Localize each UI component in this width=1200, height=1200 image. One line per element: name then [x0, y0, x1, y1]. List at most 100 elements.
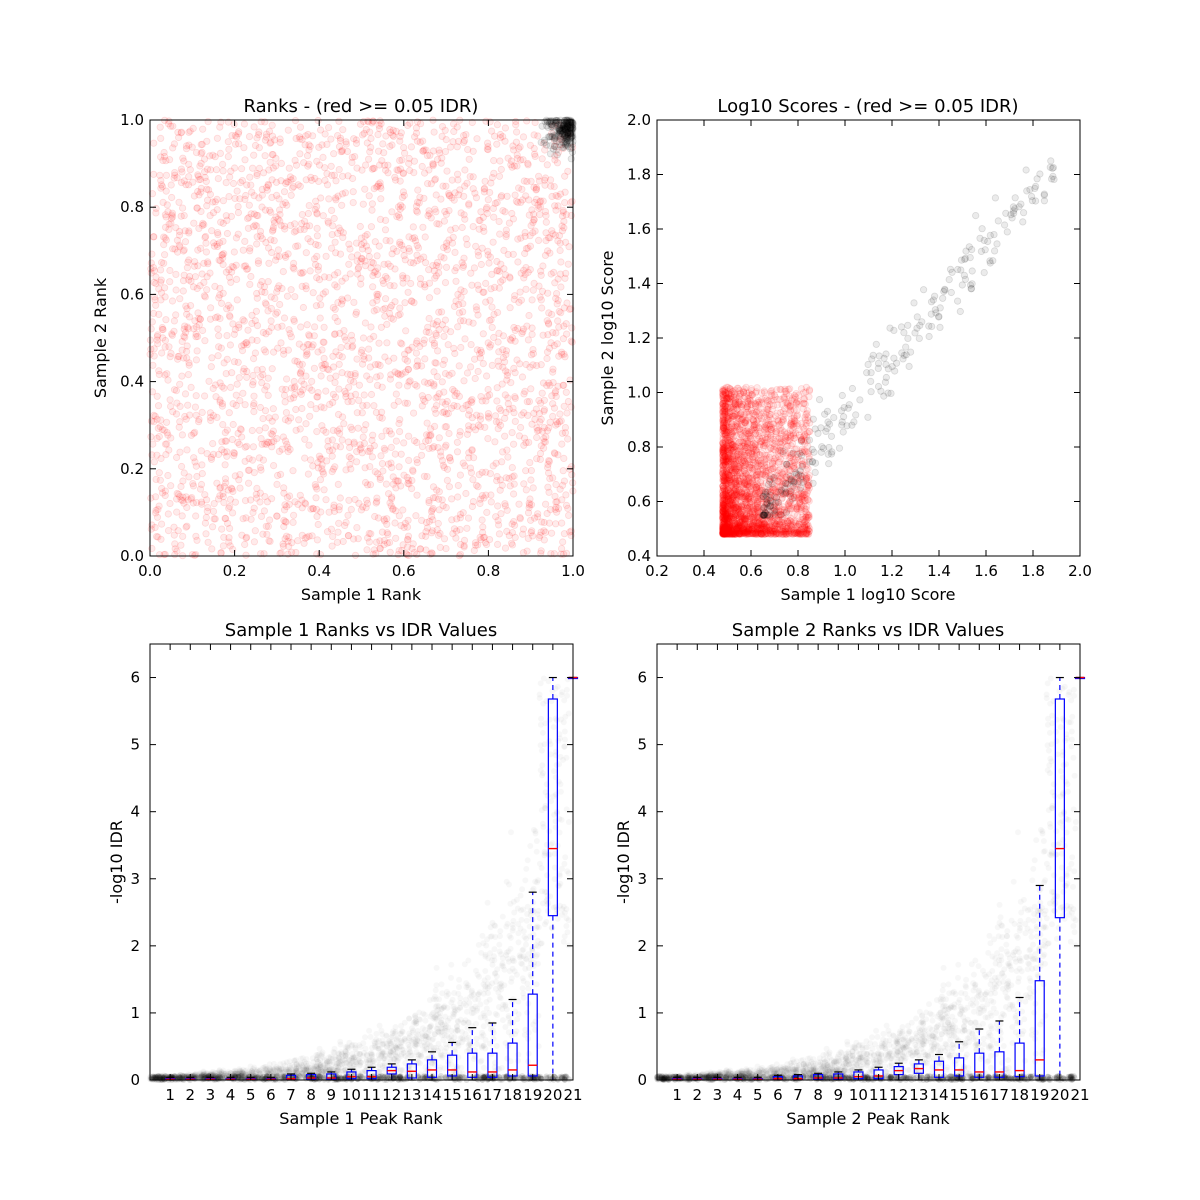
panel-ranks-point-red	[344, 511, 352, 519]
panel-ranks-point-red	[290, 384, 298, 392]
panel-ranks-point-red	[162, 316, 170, 324]
panel-ranks-point-red	[381, 295, 390, 303]
panel-ranks-point-red	[262, 440, 271, 448]
panel-ranks-point-red	[472, 541, 480, 549]
panel-ranks-point-red	[529, 349, 538, 358]
panel-ranks-point-red	[423, 524, 431, 532]
panel-ranks-point-red	[223, 331, 231, 340]
panel-ranks-point-red	[331, 305, 339, 313]
panel-ranks-point-red	[231, 140, 240, 148]
panel-ranks-point-red	[359, 117, 368, 126]
panel-ranks-point-red	[352, 136, 360, 144]
panel-ranks-point-red	[416, 545, 424, 553]
panel-ranks-point-red	[355, 396, 363, 404]
panel-ranks-point-red	[168, 330, 176, 338]
panel-ranks-xlabel: Sample 1 Rank	[301, 585, 422, 604]
panel-ranks-point-red	[281, 398, 289, 406]
panel-ranks-point-red	[270, 216, 278, 224]
panel-ranks-point-red	[451, 189, 459, 197]
panel-ranks-point-red	[442, 210, 450, 218]
panel-ranks-point-red	[349, 188, 357, 196]
panel-ranks-point-red	[218, 525, 226, 533]
panel-ranks-point-red	[315, 143, 323, 151]
panel-ranks-point-red	[251, 141, 260, 150]
panel-ranks-point-red	[456, 317, 465, 325]
panel-ranks-point-red	[212, 166, 221, 174]
panel-ranks-point-red	[457, 209, 465, 217]
panel-ranks-point-red	[562, 491, 570, 499]
panel-ranks-point-red	[336, 443, 345, 451]
panel-ranks-point-red	[416, 280, 425, 288]
panel-ranks-point-red	[477, 260, 485, 269]
panel-ranks-point-red	[505, 405, 513, 413]
panel-ranks-point-red	[559, 208, 567, 216]
panel-ranks-point-red	[486, 296, 494, 304]
panel-ranks-point-red	[275, 195, 283, 203]
panel-ranks-point-red	[346, 370, 355, 379]
panel-ranks-point-red	[201, 233, 209, 242]
panel-ranks-point-red	[168, 297, 177, 305]
panel-ranks-point-red	[396, 339, 405, 347]
panel-ranks-point-red	[510, 162, 519, 170]
panel-ranks-point-red	[525, 311, 533, 320]
panel-ranks-point-red	[319, 212, 327, 220]
panel-ranks-point-red	[170, 317, 178, 325]
panel-ranks-point-red	[372, 538, 381, 546]
panel-ranks-point-red	[239, 246, 247, 254]
panel-ranks-point-red	[325, 447, 334, 455]
panel-ranks-point-red	[511, 394, 519, 402]
panel-ranks-point-red	[202, 530, 210, 538]
panel-ranks-point-red	[229, 179, 238, 188]
panel-ranks-point-red	[287, 414, 295, 422]
panel-ranks-point-red	[540, 396, 549, 404]
panel-ranks-point-red	[158, 325, 166, 333]
panel-ranks-point-red	[319, 338, 327, 346]
panel-ranks-point-red	[464, 146, 472, 154]
panel-ranks-point-red	[215, 294, 223, 302]
panel-ranks-point-red	[419, 137, 427, 145]
panel-ranks-point-red	[243, 367, 251, 376]
panel-ranks-point-red	[193, 347, 201, 355]
panel-ranks-point-red	[509, 440, 518, 448]
panel-ranks-point-red	[165, 343, 173, 351]
panel-ranks-point-red	[510, 364, 518, 372]
panel-ranks-point-red	[486, 343, 494, 351]
panel-ranks-xtick-label: 0.4	[307, 562, 331, 580]
panel-ranks-point-red	[420, 253, 428, 261]
panel-ranks-point-red	[543, 247, 552, 255]
panel-ranks-point-red	[407, 143, 415, 151]
panel-ranks-point-red	[454, 481, 462, 490]
panel-ranks-point-red	[551, 231, 560, 239]
panel-ranks-point-red	[487, 179, 495, 187]
panel-ranks-point-red	[370, 332, 378, 340]
panel-ranks-point-red	[335, 117, 343, 125]
panel-ranks-point-red	[529, 345, 537, 354]
panel-ranks-point-red	[161, 336, 169, 345]
panel-ranks-point-red	[471, 426, 480, 434]
panel-ranks-point-red	[560, 454, 568, 462]
panel-ranks-point-red	[561, 429, 570, 437]
panel-ranks-point-red	[185, 256, 193, 264]
panel-ranks-point-red	[437, 253, 445, 261]
panel-ranks-point-red	[192, 532, 200, 540]
panel-ranks-point-red	[284, 178, 292, 186]
panel-ranks-point-red	[551, 450, 559, 458]
panel-ranks-point-red	[407, 297, 415, 305]
panel-ranks-point-red	[529, 286, 537, 294]
panel-ranks-ytick-label: 0.4	[120, 373, 144, 391]
panel-ranks-point-red	[307, 456, 315, 464]
panel-ranks-point-red	[317, 194, 325, 202]
panel-ranks-point-red	[166, 499, 174, 508]
panel-ranks-point-red	[359, 334, 368, 342]
panel-ranks-point-red	[289, 259, 298, 267]
panel-ranks-point-red	[313, 224, 321, 232]
panel-ranks-point-red	[430, 380, 438, 388]
panel-ranks-point-red	[235, 323, 243, 331]
panel-ranks-point-red	[369, 283, 377, 291]
panel-ranks-point-red	[209, 507, 218, 515]
panel-ranks-point-red	[460, 536, 469, 545]
panel-ranks-point-red	[348, 336, 356, 344]
panel-ranks-point-red	[273, 512, 281, 520]
panel-ranks-point-red	[292, 426, 300, 434]
panel-ranks-point-red	[395, 419, 403, 428]
